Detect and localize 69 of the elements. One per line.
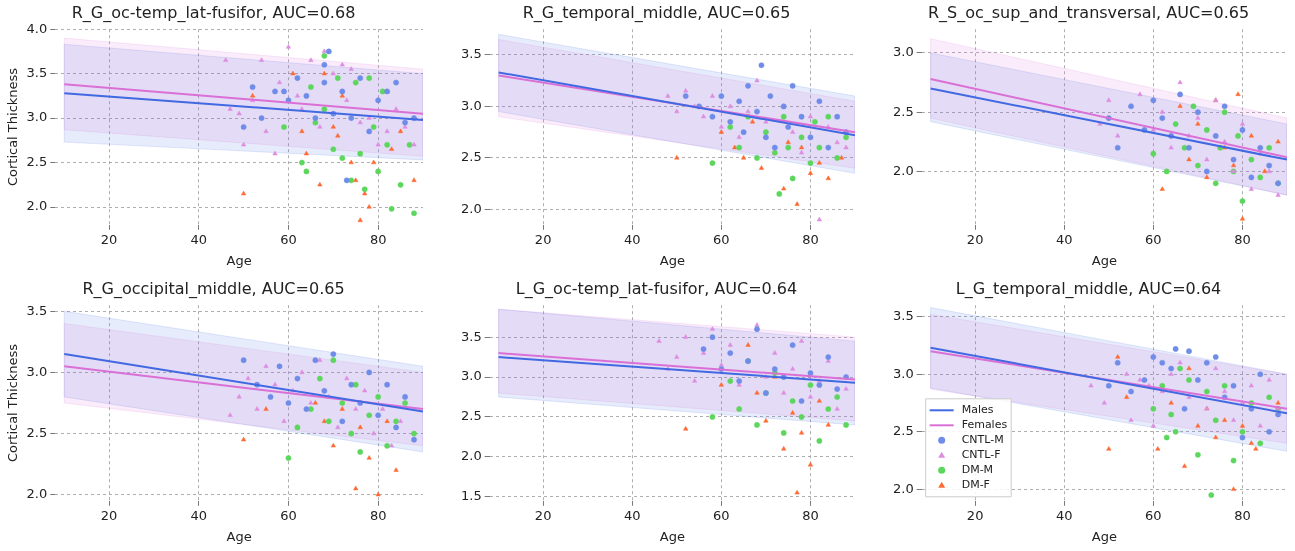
- x-axis-title: Age: [226, 528, 252, 544]
- y-tick-label: 3.5: [460, 46, 482, 62]
- x-tick-label: 40: [1055, 231, 1073, 247]
- x-tick-label: 20: [100, 507, 118, 523]
- x-tick-label: 60: [713, 507, 730, 523]
- x-tick-label: 80: [369, 231, 387, 247]
- x-tick-label: 60: [1145, 507, 1162, 523]
- x-tick-label: 20: [534, 507, 552, 523]
- y-tick-label: 2.5: [892, 103, 914, 119]
- y-tick-label: 3.5: [26, 65, 48, 81]
- x-tick-label: 80: [802, 507, 819, 523]
- y-tick-label: 2.0: [892, 480, 914, 496]
- y-tick-label: 2.5: [26, 424, 48, 440]
- y-tick-label: 3.0: [26, 109, 48, 125]
- chart-title: L_G_oc-temp_lat-fusifor, AUC=0.64: [515, 278, 798, 299]
- x-tick-label: 40: [623, 231, 641, 247]
- y-tick-label: 3.0: [460, 368, 482, 384]
- x-tick-label: 20: [534, 231, 552, 247]
- chart-title: L_G_temporal_middle, AUC=0.64: [955, 278, 1222, 299]
- y-tick-label: 2.0: [26, 486, 48, 502]
- x-tick-label: 40: [623, 507, 641, 523]
- y-tick-label: 3.0: [460, 97, 482, 113]
- x-axis-title: Age: [1091, 528, 1117, 544]
- x-tick-label: 60: [280, 507, 297, 523]
- y-tick-label: 3.0: [892, 44, 914, 60]
- x-tick-label: 40: [190, 231, 208, 247]
- x-tick-label: 80: [802, 231, 819, 247]
- y-tick-label: 2.0: [892, 162, 914, 178]
- y-tick-label: 3.0: [26, 363, 48, 379]
- x-tick-label: 40: [190, 507, 208, 523]
- y-tick-label: 2.0: [460, 448, 482, 464]
- legend-label: Males: [961, 403, 994, 417]
- x-tick-label: 60: [1145, 231, 1162, 247]
- x-tick-label: 40: [1055, 507, 1073, 523]
- y-tick-label: 2.5: [892, 423, 914, 439]
- legend-label: CNTL-M: [961, 433, 1004, 447]
- chart-title: R_G_oc-temp_lat-fusifor, AUC=0.68: [71, 2, 356, 23]
- x-tick-label: 60: [713, 231, 730, 247]
- y-tick-label: 3.0: [892, 365, 914, 381]
- x-axis-title: Age: [659, 528, 685, 544]
- x-tick-label: 20: [966, 507, 984, 523]
- y-tick-label: 3.5: [26, 302, 48, 318]
- chart-title: R_S_oc_sup_and_transversal, AUC=0.65: [927, 2, 1250, 23]
- x-tick-label: 60: [280, 231, 297, 247]
- y-tick-label: 3.5: [460, 328, 482, 344]
- chart-title: R_G_occipital_middle, AUC=0.65: [82, 278, 345, 299]
- legend-label: CNTL-F: [961, 448, 1001, 462]
- y-tick-label: 2.5: [26, 153, 48, 169]
- y-tick-label: 4.0: [26, 20, 48, 36]
- x-tick-label: 20: [966, 231, 984, 247]
- y-tick-label: 3.5: [892, 308, 914, 324]
- y-tick-label: 2.0: [26, 198, 48, 214]
- legend-label: Females: [961, 418, 1008, 432]
- x-axis-title: Age: [1091, 252, 1117, 268]
- x-tick-label: 20: [100, 231, 118, 247]
- y-tick-label: 2.0: [460, 200, 482, 216]
- y-axis-title: Cortical Thickness: [5, 67, 21, 187]
- y-axis-title: Cortical Thickness: [5, 343, 21, 463]
- x-tick-label: 80: [369, 507, 387, 523]
- x-tick-label: 80: [1234, 507, 1251, 523]
- x-axis-title: Age: [659, 252, 685, 268]
- y-tick-label: 2.5: [460, 408, 482, 424]
- legend-label: DM-M: [961, 463, 994, 477]
- legend-label: DM-F: [961, 478, 990, 492]
- y-tick-label: 1.5: [460, 488, 482, 504]
- chart-title: R_G_temporal_middle, AUC=0.65: [522, 2, 791, 23]
- x-tick-label: 80: [1234, 231, 1251, 247]
- x-axis-title: Age: [226, 252, 252, 268]
- y-tick-label: 2.5: [460, 149, 482, 165]
